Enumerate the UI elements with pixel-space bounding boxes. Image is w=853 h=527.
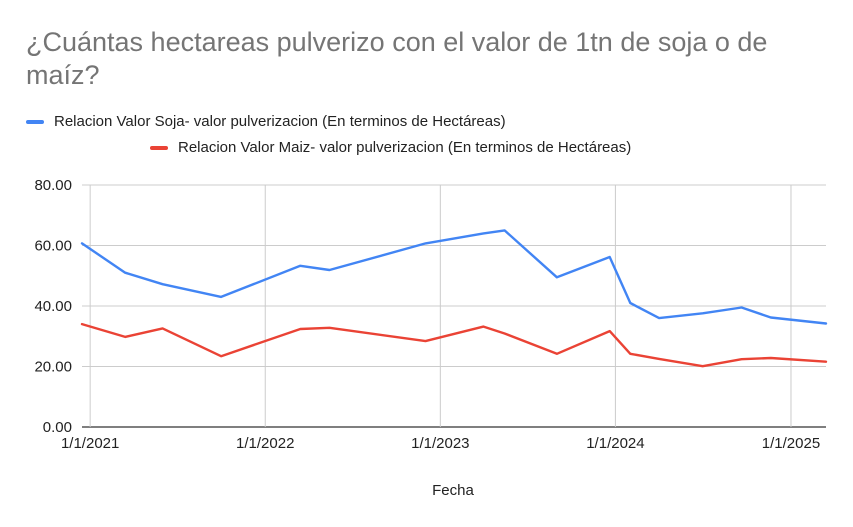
series-line-maiz xyxy=(80,322,828,368)
x-tick-label: 1/1/2022 xyxy=(236,435,294,452)
series-line-soja xyxy=(80,229,828,325)
x-axis-ticks: 1/1/2021 1/1/2022 1/1/2023 1/1/2024 1/1/2025 xyxy=(61,435,820,452)
legend-label-maiz: Relacion Valor Maiz- valor pulverizacion… xyxy=(178,139,632,156)
legend-item-maiz: Relacion Valor Maiz- valor pulverizacion… xyxy=(150,139,631,156)
x-axis-title: Fecha xyxy=(432,482,474,499)
y-tick-label: 40.00 xyxy=(34,298,72,315)
y-tick-label: 0.00 xyxy=(43,419,72,436)
y-tick-label: 20.00 xyxy=(34,359,72,376)
legend-swatch-soja xyxy=(26,119,44,124)
y-axis-ticks: 0.00 20.00 40.00 60.00 80.00 xyxy=(34,177,72,436)
chart-title: ¿Cuántas hectareas pulverizo con el valo… xyxy=(26,27,768,90)
legend-label-soja: Relacion Valor Soja- valor pulverizacion… xyxy=(54,113,506,130)
grid-lines xyxy=(82,184,826,428)
legend-swatch-maiz xyxy=(150,145,168,150)
y-tick-label: 80.00 xyxy=(34,177,72,194)
x-tick-label: 1/1/2023 xyxy=(411,435,469,452)
y-tick-label: 60.00 xyxy=(34,238,72,255)
series-lines xyxy=(80,229,828,368)
legend-item-soja: Relacion Valor Soja- valor pulverizacion… xyxy=(26,113,506,130)
x-tick-label: 1/1/2021 xyxy=(61,435,119,452)
x-tick-label: 1/1/2025 xyxy=(762,435,820,452)
x-tick-label: 1/1/2024 xyxy=(586,435,644,452)
